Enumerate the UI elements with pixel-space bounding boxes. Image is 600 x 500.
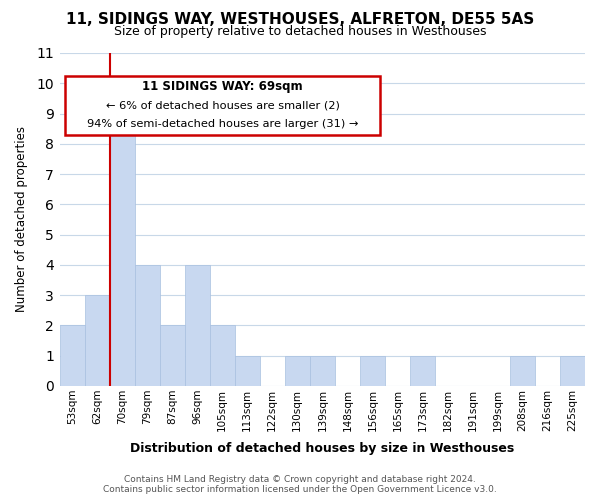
Bar (134, 265, 160, 386)
Text: ← 6% of detached houses are smaller (2): ← 6% of detached houses are smaller (2) (106, 100, 340, 110)
Bar (560, 356, 585, 386)
Bar (160, 326, 185, 386)
Bar (510, 356, 535, 386)
FancyBboxPatch shape (65, 76, 380, 134)
Y-axis label: Number of detached properties: Number of detached properties (15, 126, 28, 312)
Bar (285, 356, 310, 386)
Text: 11 SIDINGS WAY: 69sqm: 11 SIDINGS WAY: 69sqm (142, 80, 303, 94)
Text: 94% of semi-detached houses are larger (31) →: 94% of semi-detached houses are larger (… (87, 119, 358, 129)
Bar (235, 356, 260, 386)
X-axis label: Distribution of detached houses by size in Westhouses: Distribution of detached houses by size … (130, 442, 514, 455)
Bar (85, 295, 110, 386)
Bar (210, 326, 235, 386)
Text: 11, SIDINGS WAY, WESTHOUSES, ALFRETON, DE55 5AS: 11, SIDINGS WAY, WESTHOUSES, ALFRETON, D… (66, 12, 534, 28)
Bar (360, 356, 385, 386)
Text: Contains HM Land Registry data © Crown copyright and database right 2024.
Contai: Contains HM Land Registry data © Crown c… (103, 474, 497, 494)
Bar (410, 356, 435, 386)
Bar (310, 356, 335, 386)
Text: Size of property relative to detached houses in Westhouses: Size of property relative to detached ho… (114, 25, 486, 38)
Bar (185, 265, 210, 386)
Bar (59, 326, 85, 386)
Bar (110, 114, 134, 386)
